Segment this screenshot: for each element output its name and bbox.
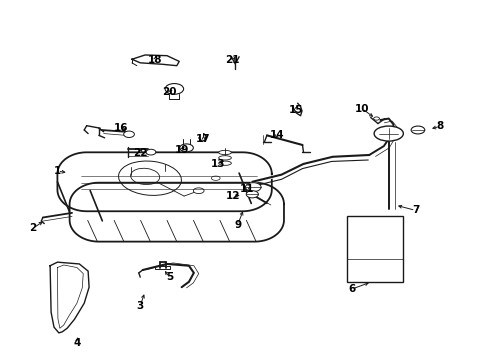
Text: 8: 8: [436, 121, 443, 131]
Ellipse shape: [374, 117, 379, 120]
Ellipse shape: [146, 149, 156, 155]
Ellipse shape: [165, 84, 184, 94]
Text: 12: 12: [225, 191, 240, 201]
Ellipse shape: [246, 191, 258, 198]
Ellipse shape: [219, 161, 231, 165]
Ellipse shape: [245, 183, 261, 192]
Text: 3: 3: [137, 301, 144, 311]
Text: 14: 14: [270, 130, 284, 140]
Text: 6: 6: [348, 284, 356, 294]
Text: 22: 22: [133, 148, 147, 158]
Text: 17: 17: [196, 134, 211, 144]
Bar: [347, 216, 403, 282]
Text: 2: 2: [29, 223, 37, 233]
Text: 13: 13: [211, 159, 225, 169]
Text: 1: 1: [54, 166, 61, 176]
Text: 21: 21: [225, 55, 240, 65]
Ellipse shape: [374, 126, 403, 141]
Text: 16: 16: [114, 123, 128, 133]
Text: 10: 10: [355, 104, 369, 113]
Ellipse shape: [411, 126, 425, 134]
Text: 19: 19: [174, 145, 189, 155]
Ellipse shape: [123, 131, 134, 138]
Text: 4: 4: [73, 338, 80, 347]
Text: 15: 15: [289, 105, 303, 115]
Text: 18: 18: [147, 55, 162, 65]
Polygon shape: [50, 262, 89, 333]
Bar: [155, 266, 171, 269]
Polygon shape: [132, 55, 179, 66]
Text: 7: 7: [412, 205, 419, 215]
Ellipse shape: [180, 144, 194, 152]
Text: 5: 5: [166, 272, 173, 282]
Ellipse shape: [219, 150, 231, 155]
Text: 20: 20: [162, 87, 177, 98]
Ellipse shape: [219, 156, 231, 160]
Text: 11: 11: [240, 184, 255, 194]
Text: 9: 9: [234, 220, 241, 230]
